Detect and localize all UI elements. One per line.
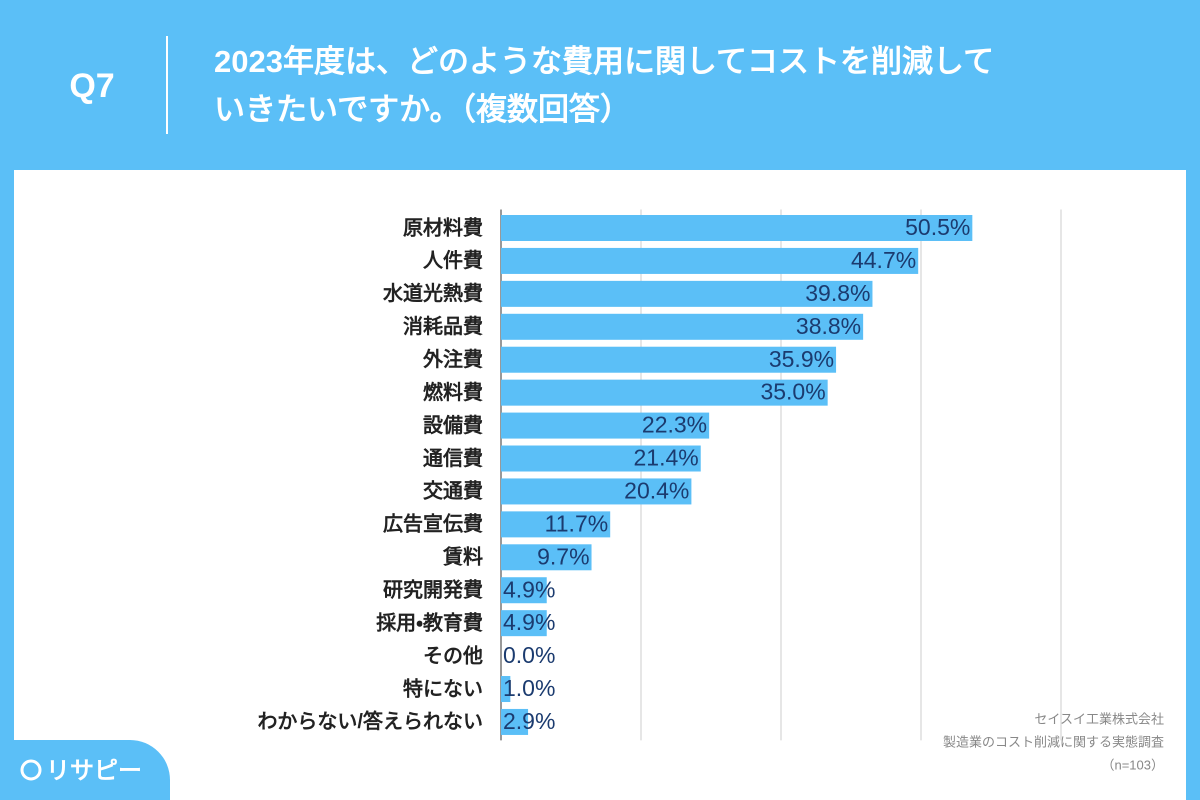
bar <box>501 610 547 637</box>
value-label: 50.5% <box>905 214 970 240</box>
bar <box>501 313 864 340</box>
logo-text: リサピー <box>46 757 142 784</box>
title-line: いきたいですか。（複数回答） <box>214 92 631 127</box>
category-label: 交通費 <box>423 479 483 503</box>
category-label: 原材料費 <box>403 216 483 239</box>
source-text: （n=103） <box>1101 757 1164 772</box>
bar <box>501 215 973 241</box>
question-number: Q7 <box>69 67 114 105</box>
category-label: 研究開発費 <box>383 578 483 602</box>
bar <box>501 511 611 538</box>
source-text: セイスイ工業株式会社 <box>1034 711 1164 726</box>
source-text: 製造業のコスト削減に関する実態調査 <box>943 734 1164 749</box>
bar <box>501 280 873 307</box>
value-label: 0.0% <box>503 642 555 668</box>
bar <box>501 544 592 571</box>
category-label: 消耗品費 <box>403 314 483 338</box>
value-label: 21.4% <box>634 445 699 471</box>
value-label: 38.8% <box>796 313 861 339</box>
category-label: 特にない <box>403 676 483 700</box>
bar <box>501 577 547 604</box>
title-line: 2023年度は、どのような費用に関してコストを削減して <box>214 44 994 79</box>
category-label: 広告宣伝費 <box>383 512 483 536</box>
category-label: 燃料費 <box>423 380 483 404</box>
category-label: 人件費 <box>422 248 483 272</box>
category-label: 外注費 <box>422 347 483 371</box>
category-label: 賃料 <box>442 545 483 569</box>
category-label: その他 <box>423 643 483 667</box>
bar <box>501 379 828 406</box>
value-label: 44.7% <box>851 247 916 273</box>
category-label: 通信費 <box>423 446 483 470</box>
value-label: 4.9% <box>503 576 555 602</box>
value-label: 9.7% <box>537 543 589 569</box>
category-label: 設備費 <box>423 413 483 437</box>
logo-icon <box>20 759 42 781</box>
bar <box>501 478 692 505</box>
logo-badge <box>0 740 170 800</box>
category-label: わからない/答えられない <box>257 709 483 733</box>
bar <box>501 346 837 373</box>
value-label: 35.0% <box>760 379 825 405</box>
value-label: 39.8% <box>805 280 870 306</box>
bar <box>501 708 529 735</box>
value-label: 35.9% <box>769 346 834 372</box>
value-label: 4.9% <box>503 609 555 635</box>
bar <box>501 445 701 472</box>
value-label: 22.3% <box>642 412 707 438</box>
value-label: 11.7% <box>545 510 609 536</box>
value-label: 1.0% <box>503 675 555 701</box>
bar <box>501 247 919 274</box>
category-label: 採用・教育費 <box>376 610 483 634</box>
bar <box>501 412 710 439</box>
value-label: 2.9% <box>503 708 555 734</box>
value-label: 20.4% <box>624 478 689 504</box>
bar <box>501 676 511 703</box>
category-label: 水道光熱費 <box>382 281 483 305</box>
